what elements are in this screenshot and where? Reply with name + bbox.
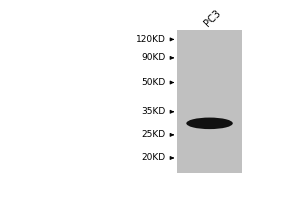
Text: 25KD: 25KD	[141, 130, 165, 139]
Text: 20KD: 20KD	[141, 153, 165, 162]
Text: 90KD: 90KD	[141, 53, 165, 62]
Text: 35KD: 35KD	[141, 107, 165, 116]
Bar	[177, 30, 242, 173]
Ellipse shape	[186, 118, 233, 129]
Text: 120KD: 120KD	[136, 35, 165, 44]
Text: PC3: PC3	[202, 8, 223, 29]
Text: 50KD: 50KD	[141, 78, 165, 87]
